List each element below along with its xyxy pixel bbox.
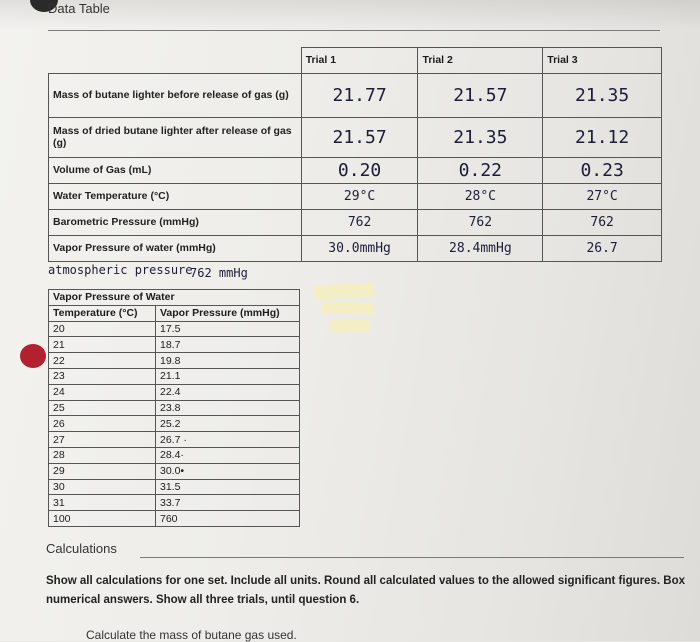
row-label-vapor-pressure: Vapor Pressure of water (mmHg) xyxy=(48,234,302,262)
table-row: Volume of Gas (mL) 0.20 0.22 0.23 xyxy=(48,156,662,184)
tape-strip xyxy=(321,301,375,315)
atm-pressure-label: atmospheric pressure xyxy=(48,263,193,277)
cell-value: 21.57 xyxy=(300,116,419,158)
tape-strip xyxy=(313,282,375,300)
vp-temp-cell: 27 xyxy=(48,431,156,448)
blank-corner xyxy=(49,48,302,74)
vp-temp-cell: 29 xyxy=(48,462,156,480)
table-row: 23 21.1 xyxy=(48,367,300,385)
data-table-title: Data Table xyxy=(48,1,110,16)
trial-1-header: Trial 1 xyxy=(300,47,419,74)
table-row: Water Temperature (°C) 29°C 28°C 27°C xyxy=(48,182,662,210)
vp-temp-cell: 30 xyxy=(48,478,156,496)
calculation-instructions: Show all calculations for one set. Inclu… xyxy=(46,575,686,606)
vp-table-title: Vapor Pressure of Water xyxy=(48,289,300,306)
cell-value: 762 xyxy=(417,208,544,236)
vp-pressure-cell: 760 xyxy=(155,510,300,527)
vp-pressure-cell: 25.2 xyxy=(155,415,300,433)
cell-value: 28.4mmHg xyxy=(417,234,544,262)
table-row: 31 33.7 xyxy=(48,494,300,512)
tape-strip xyxy=(329,319,371,333)
title-rule xyxy=(48,30,660,31)
calculations-rule xyxy=(140,557,684,558)
cell-value: 21.35 xyxy=(542,72,662,118)
cell-value: 762 xyxy=(542,208,662,236)
red-marker-dot xyxy=(20,344,46,368)
vp-temp-cell: 23 xyxy=(48,367,156,385)
hole-punch-mark xyxy=(30,0,58,12)
table-row: 21 18.7 xyxy=(48,336,300,354)
atm-pressure-value: 762 mmHg xyxy=(190,266,248,280)
table-row: 28 28.4· xyxy=(48,446,300,464)
cell-value: 21.77 xyxy=(300,72,419,118)
cell-value: 21.35 xyxy=(417,116,544,158)
vp-temp-cell: 21 xyxy=(48,336,156,354)
vp-pressure-cell: 23.8 xyxy=(155,399,300,417)
cell-value: 30.0mmHg xyxy=(300,234,419,262)
vp-pressure-cell: 22.4 xyxy=(155,383,300,401)
trial-header-row: Trial 1 Trial 2 Trial 3 xyxy=(49,47,662,74)
table-row: 30 31.5 xyxy=(48,478,300,496)
vp-pressure-cell: 31.5 xyxy=(155,478,300,496)
vp-temp-cell: 25 xyxy=(48,399,156,417)
cell-value: 26.7 xyxy=(542,234,662,262)
vp-pressure-cell: 33.7 xyxy=(155,494,300,512)
vp-header-row: Temperature (°C) Vapor Pressure (mmHg) xyxy=(48,304,300,322)
row-label-mass-before: Mass of butane lighter before release of… xyxy=(48,72,302,118)
table-row: Mass of butane lighter before release of… xyxy=(48,72,662,118)
table-row: Vapor Pressure of water (mmHg) 30.0mmHg … xyxy=(48,234,662,262)
page-shadow xyxy=(0,0,700,30)
cell-value: 21.57 xyxy=(417,72,544,118)
table-row: Mass of dried butane lighter after relea… xyxy=(48,116,662,158)
table-row: 24 22.4 xyxy=(48,383,300,401)
vp-temp-cell: 26 xyxy=(48,415,156,433)
vp-temp-cell: 20 xyxy=(48,320,156,338)
cell-value: 28°C xyxy=(417,182,544,210)
vp-pressure-cell: 18.7 xyxy=(155,336,300,354)
vp-col-pressure: Vapor Pressure (mmHg) xyxy=(155,304,300,322)
table-row: Barometric Pressure (mmHg) 762 762 762 xyxy=(48,208,662,236)
vp-temp-cell: 28 xyxy=(48,446,156,464)
vp-table-body: 20 17.5 21 18.7 22 19.8 23 21.1 24 22.4 25 23.8 26 25… xyxy=(48,320,300,527)
vp-temp-cell: 31 xyxy=(48,494,156,512)
vp-temp-cell: 24 xyxy=(48,383,156,401)
vp-title-row: Vapor Pressure of Water xyxy=(48,289,300,306)
table-row: 29 30.0• xyxy=(48,462,300,480)
row-label-water-temp: Water Temperature (°C) xyxy=(48,182,302,210)
cell-value: 0.20 xyxy=(300,156,419,184)
cell-value: 762 xyxy=(300,208,419,236)
table-row: 26 25.2 xyxy=(48,415,300,433)
vp-col-temp: Temperature (°C) xyxy=(48,304,156,322)
cell-value: 0.23 xyxy=(542,156,662,184)
vapor-pressure-table: Vapor Pressure of Water Temperature (°C)… xyxy=(48,289,300,527)
row-label-volume: Volume of Gas (mL) xyxy=(48,156,302,184)
table-row: 22 19.8 xyxy=(48,352,300,369)
cell-value: 29°C xyxy=(300,182,419,210)
data-table: Trial 1 Trial 2 Trial 3 Mass of butane l… xyxy=(48,47,662,262)
table-row: 27 26.7 · xyxy=(48,431,300,448)
table-row: 20 17.5 xyxy=(48,320,300,338)
trial-3-header: Trial 3 xyxy=(542,47,662,74)
trial-2-header: Trial 2 xyxy=(417,47,544,74)
vp-pressure-cell: 26.7 · xyxy=(155,431,300,448)
vp-pressure-cell: 19.8 xyxy=(155,352,300,369)
vp-pressure-cell: 17.5 xyxy=(155,320,300,338)
vp-temp-cell: 100 xyxy=(48,510,156,527)
vp-temp-cell: 22 xyxy=(48,352,156,369)
vp-pressure-cell: 21.1 xyxy=(155,367,300,385)
question-1: Calculate the mass of butane gas used. xyxy=(86,628,297,642)
cell-value: 27°C xyxy=(542,182,662,210)
vp-pressure-cell: 30.0• xyxy=(155,462,300,480)
cell-value: 0.22 xyxy=(417,156,544,184)
cell-value: 21.12 xyxy=(542,116,662,158)
row-label-mass-after: Mass of dried butane lighter after relea… xyxy=(48,116,302,158)
table-row: 25 23.8 xyxy=(48,399,300,417)
table-row: 100 760 xyxy=(48,510,300,527)
row-label-barometric: Barometric Pressure (mmHg) xyxy=(48,208,302,236)
calculations-title: Calculations xyxy=(46,541,117,556)
vp-pressure-cell: 28.4· xyxy=(155,446,300,464)
